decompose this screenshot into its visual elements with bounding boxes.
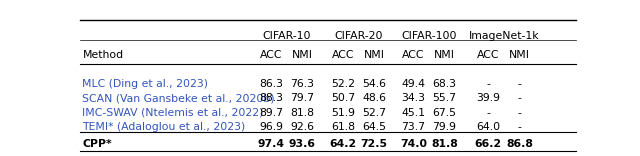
Text: ACC: ACC (332, 50, 354, 60)
Text: 64.5: 64.5 (362, 122, 386, 132)
Text: ImageNet-1k: ImageNet-1k (468, 31, 539, 41)
Text: 64.2: 64.2 (330, 139, 356, 149)
Text: MLC (Ding et al., 2023): MLC (Ding et al., 2023) (83, 79, 209, 89)
Text: ACC: ACC (402, 50, 424, 60)
Text: -: - (518, 79, 522, 89)
Text: 52.7: 52.7 (362, 108, 386, 118)
Text: NMI: NMI (364, 50, 385, 60)
Text: 86.3: 86.3 (259, 79, 283, 89)
Text: 79.7: 79.7 (290, 93, 314, 103)
Text: TEMI* (Adaloglou et al., 2023): TEMI* (Adaloglou et al., 2023) (83, 122, 246, 132)
Text: 67.5: 67.5 (433, 108, 456, 118)
Text: 68.3: 68.3 (433, 79, 456, 89)
Text: 72.5: 72.5 (360, 139, 388, 149)
Text: 86.8: 86.8 (506, 139, 533, 149)
Text: 51.9: 51.9 (331, 108, 355, 118)
Text: 49.4: 49.4 (401, 79, 426, 89)
Text: NMI: NMI (292, 50, 313, 60)
Text: 96.9: 96.9 (259, 122, 283, 132)
Text: 52.2: 52.2 (331, 79, 355, 89)
Text: CIFAR-10: CIFAR-10 (262, 31, 311, 41)
Text: CIFAR-20: CIFAR-20 (334, 31, 383, 41)
Text: ACC: ACC (260, 50, 282, 60)
Text: 64.0: 64.0 (476, 122, 500, 132)
Text: 92.6: 92.6 (290, 122, 314, 132)
Text: -: - (518, 108, 522, 118)
Text: 45.1: 45.1 (401, 108, 426, 118)
Text: -: - (486, 79, 490, 89)
Text: 74.0: 74.0 (400, 139, 427, 149)
Text: 93.6: 93.6 (289, 139, 316, 149)
Text: NMI: NMI (434, 50, 455, 60)
Text: 48.6: 48.6 (362, 93, 386, 103)
Text: 50.7: 50.7 (331, 93, 355, 103)
Text: CPP*: CPP* (83, 139, 112, 149)
Text: 73.7: 73.7 (401, 122, 426, 132)
Text: CIFAR-100: CIFAR-100 (401, 31, 457, 41)
Text: 39.9: 39.9 (476, 93, 500, 103)
Text: 34.3: 34.3 (401, 93, 426, 103)
Text: 54.6: 54.6 (362, 79, 386, 89)
Text: 89.7: 89.7 (259, 108, 283, 118)
Text: 55.7: 55.7 (433, 93, 456, 103)
Text: 66.2: 66.2 (475, 139, 502, 149)
Text: IMC-SWAV (Ntelemis et al., 2022): IMC-SWAV (Ntelemis et al., 2022) (83, 108, 264, 118)
Text: -: - (486, 108, 490, 118)
Text: 97.4: 97.4 (257, 139, 284, 149)
Text: 76.3: 76.3 (290, 79, 314, 89)
Text: ACC: ACC (477, 50, 499, 60)
Text: NMI: NMI (509, 50, 530, 60)
Text: -: - (518, 93, 522, 103)
Text: SCAN (Van Gansbeke et al., 2020b): SCAN (Van Gansbeke et al., 2020b) (83, 93, 275, 103)
Text: 61.8: 61.8 (331, 122, 355, 132)
Text: 79.9: 79.9 (433, 122, 456, 132)
Text: -: - (518, 122, 522, 132)
Text: 81.8: 81.8 (431, 139, 458, 149)
Text: Method: Method (83, 50, 124, 60)
Text: 88.3: 88.3 (259, 93, 283, 103)
Text: 81.8: 81.8 (290, 108, 314, 118)
